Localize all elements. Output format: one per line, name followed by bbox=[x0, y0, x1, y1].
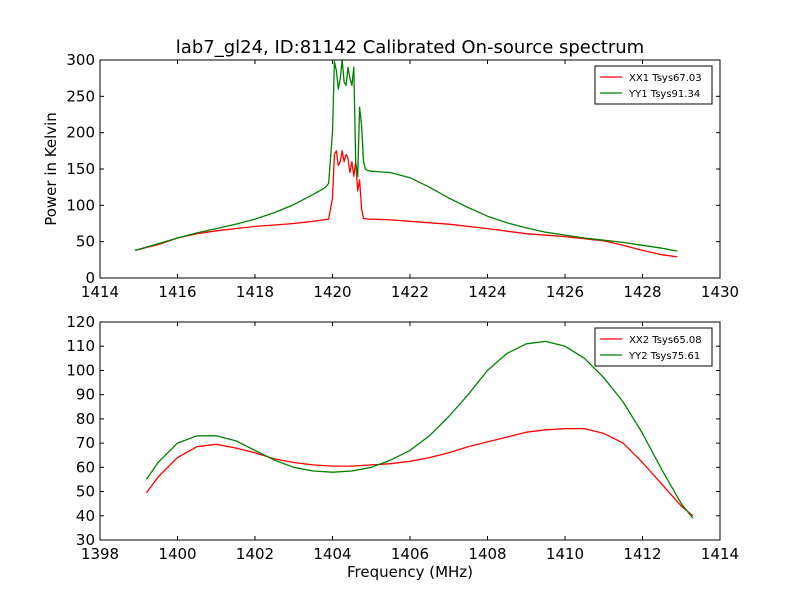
x-tick-label: 1412 bbox=[623, 545, 661, 563]
y-tick-label: 70 bbox=[76, 434, 95, 452]
x-tick-label: 1422 bbox=[391, 283, 429, 301]
x-tick-label: 1426 bbox=[546, 283, 584, 301]
top-panel: 1414 1416 1418 1420 1422 1424 1426 1428 1430 0 50 1… bbox=[66, 51, 739, 301]
chart-title: lab7_gl24, ID:81142 Calibrated On-source… bbox=[176, 37, 644, 58]
bottom-panel: 1398 1400 1402 1404 1406 1408 1410 1412 1414 30 40… bbox=[66, 313, 739, 563]
y-tick-label: 100 bbox=[66, 196, 95, 214]
legend: XX1 Tsys67.03 YY1 Tsys91.34 bbox=[594, 65, 713, 105]
y-tick-label: 40 bbox=[76, 507, 95, 525]
series-line bbox=[145, 340, 694, 519]
legend: XX2 Tsys65.08 YY2 Tsys75.61 bbox=[594, 327, 713, 367]
x-tick-label: 1414 bbox=[701, 545, 739, 563]
x-tick-label: 1424 bbox=[468, 283, 506, 301]
x-tick-label: 1410 bbox=[546, 545, 584, 563]
x-tick-label: 1400 bbox=[158, 545, 196, 563]
x-tick-label: 1402 bbox=[236, 545, 274, 563]
x-tick-label: 1430 bbox=[701, 283, 739, 301]
x-axis-label: Frequency (MHz) bbox=[347, 563, 473, 581]
y-tick-label: 150 bbox=[66, 160, 95, 178]
x-tick-label: 1416 bbox=[158, 283, 196, 301]
legend-label: XX2 Tsys65.08 bbox=[629, 335, 702, 346]
y-tick-label: 250 bbox=[66, 87, 95, 105]
y-tick-label: 60 bbox=[76, 458, 95, 476]
legend-label: YY1 Tsys91.34 bbox=[628, 89, 700, 100]
x-tick-label: 1428 bbox=[623, 283, 661, 301]
x-tick-label: 1406 bbox=[391, 545, 429, 563]
x-tick-label: 1404 bbox=[313, 545, 351, 563]
x-tick-label: 1414 bbox=[81, 283, 119, 301]
y-axis-label: Power in Kelvin bbox=[42, 112, 60, 226]
y-tick-label: 300 bbox=[66, 51, 95, 69]
series-line bbox=[145, 427, 694, 517]
x-tick-label: 1408 bbox=[468, 545, 506, 563]
y-tick-label: 80 bbox=[76, 410, 95, 428]
y-tick-label: 200 bbox=[66, 124, 95, 142]
y-tick-label: 50 bbox=[76, 483, 95, 501]
x-tick-label: 1398 bbox=[81, 545, 119, 563]
x-tick-label: 1418 bbox=[236, 283, 274, 301]
legend-box bbox=[594, 65, 713, 105]
y-tick-label: 120 bbox=[66, 313, 95, 331]
series-line bbox=[134, 59, 678, 252]
legend-label: YY2 Tsys75.61 bbox=[628, 351, 700, 362]
y-tick-label: 0 bbox=[85, 269, 95, 287]
y-tick-label: 90 bbox=[76, 386, 95, 404]
legend-box bbox=[594, 327, 713, 367]
y-tick-label: 30 bbox=[76, 531, 95, 549]
series-line bbox=[134, 150, 678, 258]
y-tick-label: 110 bbox=[66, 337, 95, 355]
y-tick-label: 50 bbox=[76, 233, 95, 251]
legend-label: XX1 Tsys67.03 bbox=[629, 73, 702, 84]
y-tick-label: 100 bbox=[66, 361, 95, 379]
x-tick-label: 1420 bbox=[313, 283, 351, 301]
